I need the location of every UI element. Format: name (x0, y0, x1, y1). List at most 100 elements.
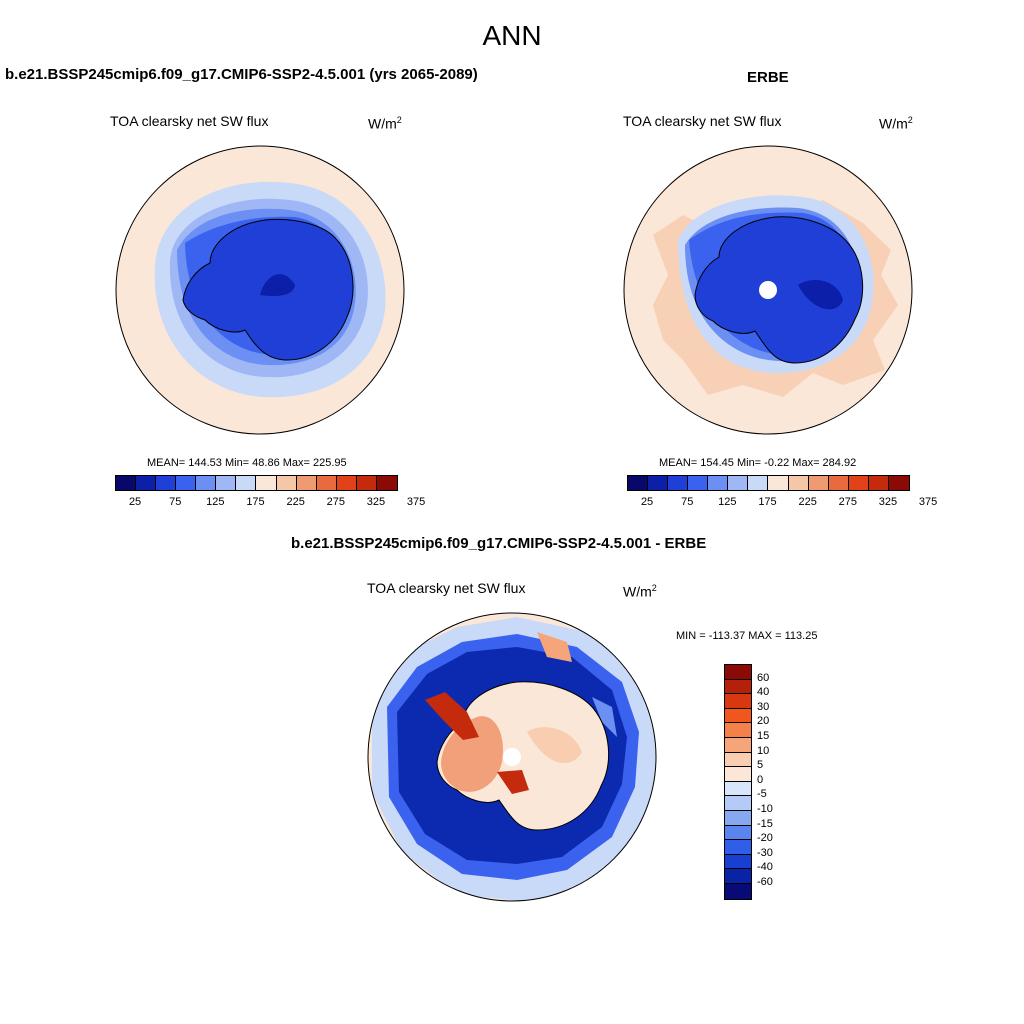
colorbar-swatch (725, 781, 751, 797)
diff-map-border (367, 612, 657, 902)
model-panel-title: b.e21.BSSP245cmip6.f09_g17.CMIP6-SSP2-4.… (5, 66, 478, 83)
colorbar-tick-label: 30 (757, 700, 770, 713)
obs-colorbar (627, 475, 910, 491)
obs-antarctica-landmass (694, 216, 864, 364)
colorbar-swatch (725, 825, 751, 841)
colorbar-swatch (336, 476, 357, 490)
colorbar-swatch (728, 476, 749, 490)
colorbar-swatch (725, 854, 751, 870)
colorbar-tick-label: 15 (757, 730, 770, 742)
figure-title: ANN (482, 20, 542, 51)
colorbar-tick-label: -30 (757, 846, 773, 859)
colorbar-swatch (276, 476, 297, 490)
diff-peninsula-positive (425, 692, 479, 740)
colorbar-tick-label: -40 (757, 861, 773, 874)
obs-stats: MEAN= 154.45 Min= -0.22 Max= 284.92 (659, 457, 857, 469)
colorbar-tick-label: 60 (757, 671, 770, 684)
colorbar-tick-label: 25 (128, 496, 142, 508)
colorbar-swatch (688, 476, 709, 490)
diff-stats: MIN = -113.37 MAX = 113.25 (676, 630, 818, 642)
obs-pole-gap (759, 281, 777, 299)
colorbar-swatch (725, 883, 751, 899)
colorbar-swatch (725, 840, 751, 855)
obs-colorbar-ticks: 25 75 125 175 225 275 325 375 (627, 496, 937, 510)
colorbar-tick-label: 20 (757, 715, 770, 728)
colorbar-swatch (376, 476, 397, 490)
diff-polar-map (367, 612, 657, 902)
colorbar-tick-label: 5 (757, 759, 764, 772)
colorbar-tick-label: 225 (798, 496, 817, 508)
colorbar-swatch (725, 665, 751, 680)
model-variable-label: TOA clearsky net SW flux (110, 113, 269, 129)
colorbar-tick-label: 75 (169, 496, 182, 508)
diff-variable-label: TOA clearsky net SW flux (367, 580, 526, 596)
colorbar-swatch (668, 476, 689, 490)
colorbar-tick-label: 325 (878, 496, 898, 508)
colorbar-tick-label: 175 (758, 496, 777, 508)
colorbar-swatch (216, 476, 237, 490)
colorbar-swatch (888, 476, 909, 490)
colorbar-swatch (808, 476, 829, 490)
diff-pole-gap (503, 748, 521, 766)
model-polar-map (115, 145, 405, 435)
colorbar-swatch (725, 723, 751, 738)
model-colorbar (115, 475, 398, 491)
colorbar-tick-label: 75 (681, 496, 694, 508)
colorbar-swatch (828, 476, 849, 490)
colorbar-swatch (176, 476, 197, 490)
colorbar-swatch (788, 476, 809, 490)
colorbar-swatch (768, 476, 789, 490)
colorbar-tick-label: 10 (757, 744, 770, 757)
colorbar-tick-label: -60 (757, 876, 773, 888)
colorbar-tick-label: 40 (757, 686, 770, 699)
diff-colorbar (724, 664, 752, 900)
colorbar-swatch (725, 752, 751, 768)
model-colorbar-ticks: 25 75 125 175 225 275 325 375 (115, 496, 425, 510)
colorbar-swatch (196, 476, 217, 490)
colorbar-tick-label: 125 (206, 496, 225, 508)
obs-map-border (623, 145, 913, 435)
colorbar-tick-label: 325 (366, 496, 386, 508)
colorbar-swatch (725, 679, 751, 695)
colorbar-swatch (316, 476, 337, 490)
colorbar-swatch (848, 476, 869, 490)
colorbar-swatch (748, 476, 769, 490)
model-plateau-low (260, 274, 295, 296)
colorbar-tick-label: 25 (640, 496, 654, 508)
colorbar-swatch (708, 476, 729, 490)
diff-colorbar-ticks: 60 40 30 20 15 10 5 0 -5 -10 -15 -20 -30 -40 -60 (757, 664, 797, 900)
colorbar-swatch (725, 767, 751, 782)
diff-panel-title: b.e21.BSSP245cmip6.f09_g17.CMIP6-SSP2-4.… (291, 535, 707, 552)
colorbar-swatch (296, 476, 317, 490)
colorbar-swatch (725, 694, 751, 709)
colorbar-swatch (725, 796, 751, 811)
obs-polar-map (623, 145, 913, 435)
colorbar-swatch (628, 476, 649, 490)
colorbar-swatch (356, 476, 377, 490)
colorbar-tick-label: 175 (246, 496, 265, 508)
colorbar-swatch (256, 476, 277, 490)
colorbar-tick-label: -15 (757, 817, 773, 830)
colorbar-swatch (156, 476, 177, 490)
colorbar-swatch (725, 869, 751, 884)
colorbar-swatch (236, 476, 257, 490)
colorbar-tick-label: 125 (718, 496, 737, 508)
colorbar-tick-label: 225 (286, 496, 305, 508)
colorbar-tick-label: 0 (757, 773, 764, 786)
model-stats: MEAN= 144.53 Min= 48.86 Max= 225.95 (147, 457, 347, 469)
colorbar-tick-label: -20 (757, 832, 773, 845)
colorbar-tick-label: 275 (326, 496, 345, 508)
obs-units-label: W/m2 (879, 115, 913, 132)
colorbar-swatch (725, 708, 751, 724)
obs-variable-label: TOA clearsky net SW flux (623, 113, 782, 129)
model-units-label: W/m2 (368, 115, 402, 132)
diff-units-label: W/m2 (623, 583, 657, 600)
colorbar-swatch (136, 476, 157, 490)
diff-land-positive (441, 716, 503, 792)
colorbar-swatch (648, 476, 669, 490)
colorbar-swatch (116, 476, 137, 490)
model-map-border (115, 145, 405, 435)
colorbar-tick-label: 375 (918, 496, 938, 508)
colorbar-swatch (725, 737, 751, 753)
obs-panel-title: ERBE (747, 69, 789, 86)
